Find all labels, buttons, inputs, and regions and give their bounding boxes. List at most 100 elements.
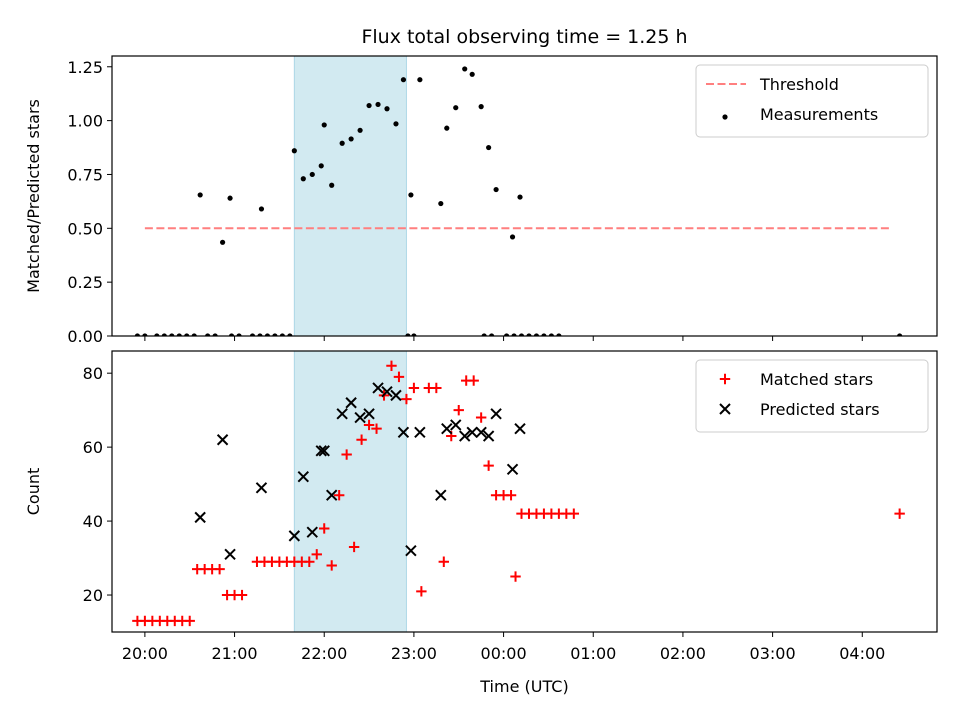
measurement-point [511,333,517,336]
measurement-point [309,171,315,178]
matched-point [326,560,337,571]
measurement-point [411,333,417,336]
matched-point [363,419,375,431]
measurement-point [287,333,293,336]
chart-title: Flux total observing time = 1.25 h [361,26,687,48]
y-axis-label: Count [24,468,43,516]
matched-point [371,423,382,434]
matched-point [348,541,360,553]
matched-point [438,556,449,567]
predicted-point [450,419,462,431]
measurement-point [897,333,903,336]
measurement-point [191,333,197,336]
measurement-point [134,333,141,336]
measurement-point [366,102,372,109]
y-tick-label: 20 [83,586,103,605]
predicted-point [315,445,327,457]
matched-point [408,382,420,394]
measurement-point [348,136,354,142]
matched-point [468,375,479,386]
measurement-point [548,333,555,336]
predicted-point [459,430,471,442]
measurement-point [227,195,233,201]
measurement-point [493,186,499,193]
matched-point [184,615,195,627]
measurement-point [184,333,190,336]
x-tick-label: 20:00 [122,644,168,663]
measurement-point [518,333,525,336]
matched-point [894,508,905,519]
measurement-point [533,333,540,336]
measurement-point [169,333,175,336]
predicted-point [297,471,310,483]
x-tick-label: 04:00 [839,644,885,663]
legend: Threshold Measurements [695,64,929,138]
measurement-point [257,333,263,336]
measurement-point [384,106,390,112]
predicted-point [435,489,447,501]
matched-point [475,412,487,423]
measurement-point [517,194,523,200]
legend-label: Measurements [760,105,878,124]
predicted-point [318,445,330,457]
predicted-point [216,434,229,446]
matched-point [319,523,330,534]
measurement-point [300,176,306,182]
predicted-point [194,511,206,524]
measurement-point [444,125,450,131]
y-axis-label: Matched/Predicted stars [24,99,43,293]
measurement-point [453,105,459,111]
matched-point [431,382,442,394]
measurement-point [481,333,487,336]
count-panel: 20 40 60 80 20:00 21:00 22:00 23:00 00:00 01:00 02… [24,350,938,696]
y-tick-label: 0.50 [67,219,103,238]
y-tick-label: 0.00 [67,327,103,346]
measurement-point [228,333,235,336]
measurement-point [205,333,211,336]
measurement-point [469,71,475,77]
measurement-point [541,333,547,336]
predicted-point [306,526,318,538]
predicted-point [345,397,357,409]
axes-frame [111,350,938,633]
predicted-point [288,530,301,542]
axes-frame [111,55,938,337]
x-tick-label: 23:00 [391,644,437,663]
measurement-point [489,333,495,336]
y-tick-label: 1.00 [67,112,103,131]
ratio-panel: 0.00 0.25 0.50 0.75 1.00 1.25 Matched/Predicte… [24,55,938,346]
matched-point [510,571,521,582]
predicted-point [475,426,487,439]
measurement-point [375,101,381,108]
x-tick-label: 21:00 [211,644,257,663]
plot-area [134,66,903,336]
measurement-point [417,77,423,83]
measurement-point [462,66,468,72]
predicted-point [506,463,519,476]
legend-box [695,359,929,433]
measurement-point [154,333,160,336]
predicted-point [466,426,478,439]
measurement-point [291,148,297,154]
predicted-point [363,408,375,420]
matched-point [341,449,352,460]
predicted-point [490,408,502,420]
predicted-point [482,430,495,442]
predicted-point [224,548,236,561]
measurement-point [219,239,226,245]
predicted-point [354,411,366,424]
predicted-point [372,382,384,394]
predicted-point [441,422,453,435]
matched-point [401,393,412,405]
measurement-point [258,206,265,212]
measurement-point [318,163,324,169]
measurement-point [161,333,167,336]
predicted-point [381,385,393,398]
predicted-point [414,426,426,439]
legend-predicted-swatch [719,403,731,415]
matched-point [453,404,464,416]
measurement-point [486,144,492,151]
measurement-point [272,333,278,336]
y-tick-label: 0.25 [67,273,103,292]
